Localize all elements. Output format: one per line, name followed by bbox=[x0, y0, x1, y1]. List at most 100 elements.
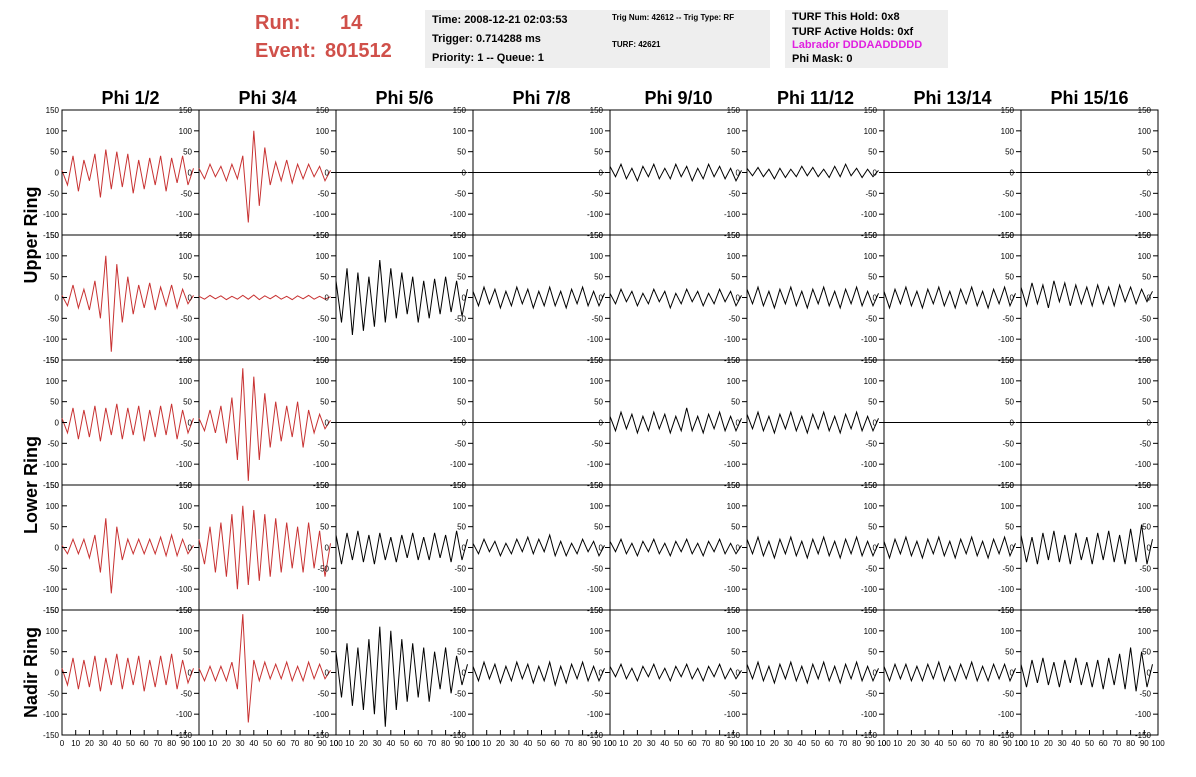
y-tick-label: -100 bbox=[724, 710, 741, 719]
y-tick-label: -100 bbox=[587, 460, 604, 469]
y-tick-label: -150 bbox=[998, 731, 1015, 740]
y-tick-label: -50 bbox=[1139, 314, 1151, 323]
y-tick-label: 0 bbox=[55, 669, 60, 678]
time-box bbox=[425, 10, 617, 68]
y-tick-label: -50 bbox=[180, 564, 192, 573]
x-tick-label: 90 bbox=[592, 739, 601, 748]
y-tick-label: -50 bbox=[454, 689, 466, 698]
priority: Priority: 1 -- Queue: 1 bbox=[432, 52, 544, 64]
y-tick-label: -100 bbox=[450, 210, 467, 219]
y-tick-label: 100 bbox=[179, 252, 193, 261]
y-tick-label: 0 bbox=[188, 169, 193, 178]
y-tick-label: 0 bbox=[599, 294, 604, 303]
y-tick-label: 100 bbox=[1001, 127, 1015, 136]
y-tick-label: 50 bbox=[50, 273, 59, 282]
y-tick-label: 150 bbox=[179, 606, 193, 615]
y-tick-label: 0 bbox=[55, 419, 60, 428]
x-tick-label: 90 bbox=[181, 739, 190, 748]
y-tick-label: -100 bbox=[998, 585, 1015, 594]
x-tick-label: 20 bbox=[496, 739, 505, 748]
y-tick-label: 50 bbox=[183, 523, 192, 532]
x-tick-label: 50 bbox=[537, 739, 546, 748]
y-tick-label: 0 bbox=[188, 294, 193, 303]
y-tick-label: -50 bbox=[728, 189, 740, 198]
waveform bbox=[198, 130, 331, 223]
x-tick-label: 60 bbox=[277, 739, 286, 748]
x-tick-label: 20 bbox=[633, 739, 642, 748]
y-tick-label: 50 bbox=[731, 273, 740, 282]
y-tick-label: 100 bbox=[1138, 127, 1152, 136]
x-tick-label: 70 bbox=[701, 739, 710, 748]
trig-box bbox=[605, 10, 770, 68]
y-tick-label: -50 bbox=[1002, 439, 1014, 448]
y-tick-label: -150 bbox=[43, 231, 60, 240]
y-tick-label: -50 bbox=[47, 314, 59, 323]
y-tick-label: -100 bbox=[724, 335, 741, 344]
y-tick-label: 150 bbox=[453, 231, 467, 240]
x-tick-label: 10 bbox=[619, 739, 628, 748]
waveform bbox=[746, 410, 879, 435]
y-tick-label: 100 bbox=[864, 377, 878, 386]
y-tick-label: -100 bbox=[724, 210, 741, 219]
y-tick-label: 150 bbox=[453, 606, 467, 615]
y-tick-label: 150 bbox=[1138, 106, 1152, 115]
x-tick-label: 40 bbox=[386, 739, 395, 748]
y-tick-label: 0 bbox=[325, 419, 330, 428]
y-tick-label: 0 bbox=[462, 294, 467, 303]
y-tick-label: -100 bbox=[1135, 710, 1152, 719]
y-tick-label: -100 bbox=[1135, 335, 1152, 344]
y-tick-label: 50 bbox=[1142, 148, 1151, 157]
y-tick-label: -100 bbox=[998, 710, 1015, 719]
waveform bbox=[609, 287, 742, 310]
column-header: Phi 9/10 bbox=[644, 88, 712, 108]
y-tick-label: 0 bbox=[599, 669, 604, 678]
y-tick-label: 100 bbox=[1001, 377, 1015, 386]
y-tick-label: 0 bbox=[1147, 419, 1152, 428]
y-tick-label: -100 bbox=[861, 210, 878, 219]
y-tick-label: 150 bbox=[590, 356, 604, 365]
y-tick-label: 0 bbox=[1147, 669, 1152, 678]
y-tick-label: 100 bbox=[727, 377, 741, 386]
x-tick-label: 70 bbox=[564, 739, 573, 748]
y-tick-label: -50 bbox=[47, 689, 59, 698]
y-tick-label: -100 bbox=[313, 210, 330, 219]
y-tick-label: 0 bbox=[873, 544, 878, 553]
y-tick-label: 50 bbox=[183, 398, 192, 407]
y-tick-label: -100 bbox=[861, 460, 878, 469]
y-tick-label: 0 bbox=[1010, 419, 1015, 428]
y-tick-label: 150 bbox=[590, 481, 604, 490]
x-tick-label: 50 bbox=[674, 739, 683, 748]
y-tick-label: 50 bbox=[320, 273, 329, 282]
y-tick-label: -50 bbox=[317, 689, 329, 698]
x-tick-label: 40 bbox=[112, 739, 121, 748]
y-tick-label: 100 bbox=[179, 127, 193, 136]
y-tick-label: 150 bbox=[590, 106, 604, 115]
x-tick-label: 50 bbox=[948, 739, 957, 748]
x-tick-label: 10 bbox=[345, 739, 354, 748]
y-tick-label: 50 bbox=[1005, 148, 1014, 157]
y-tick-label: 100 bbox=[46, 627, 60, 636]
x-tick-label: 90 bbox=[455, 739, 464, 748]
y-tick-label: 50 bbox=[1142, 398, 1151, 407]
y-tick-label: -50 bbox=[1139, 439, 1151, 448]
y-tick-label: 100 bbox=[179, 502, 193, 511]
y-tick-label: 50 bbox=[868, 648, 877, 657]
y-tick-label: -100 bbox=[1135, 210, 1152, 219]
y-tick-label: -50 bbox=[1002, 189, 1014, 198]
y-tick-label: -100 bbox=[450, 710, 467, 719]
y-tick-label: -50 bbox=[1002, 564, 1014, 573]
y-tick-label: 0 bbox=[873, 669, 878, 678]
y-tick-label: 100 bbox=[316, 377, 330, 386]
y-tick-label: 150 bbox=[864, 106, 878, 115]
y-tick-label: 50 bbox=[1142, 523, 1151, 532]
x-tick-label: 30 bbox=[99, 739, 108, 748]
waveform bbox=[609, 162, 742, 183]
y-tick-label: 50 bbox=[50, 648, 59, 657]
y-tick-label: 150 bbox=[590, 231, 604, 240]
y-tick-label: 100 bbox=[179, 377, 193, 386]
y-tick-label: 50 bbox=[320, 398, 329, 407]
x-tick-label: 10 bbox=[71, 739, 80, 748]
y-tick-label: 0 bbox=[1010, 169, 1015, 178]
y-tick-label: -50 bbox=[865, 439, 877, 448]
x-tick-label: 30 bbox=[1058, 739, 1067, 748]
